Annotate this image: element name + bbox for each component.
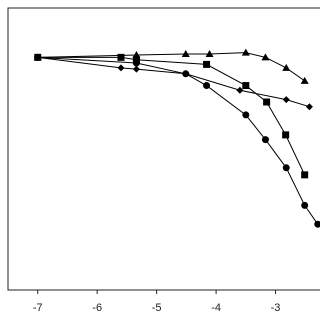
marker	[34, 53, 42, 61]
series-line	[37, 52, 305, 82]
series-line	[37, 56, 319, 225]
marker	[203, 60, 211, 68]
series-line	[37, 56, 306, 176]
marker	[282, 96, 290, 104]
marker	[205, 50, 214, 58]
marker	[263, 98, 271, 106]
marker	[300, 76, 309, 84]
marker	[117, 53, 125, 61]
marker	[132, 59, 140, 67]
marker	[261, 136, 269, 144]
marker	[241, 48, 250, 56]
marker	[282, 63, 291, 71]
marker	[314, 220, 320, 228]
marker	[203, 82, 211, 90]
marker	[132, 65, 140, 73]
marker	[305, 103, 313, 111]
x-tick-label: -3	[271, 302, 281, 314]
marker	[236, 86, 244, 94]
marker	[282, 131, 290, 139]
x-tick-label: -5	[152, 302, 162, 314]
marker	[261, 53, 270, 61]
marker	[301, 201, 309, 209]
x-tick-label: -6	[92, 302, 102, 314]
plot-frame	[7, 7, 320, 291]
marker	[132, 51, 141, 58]
marker	[301, 171, 309, 179]
x-tick-label: -4	[211, 302, 221, 314]
x-tick-label: -7	[33, 302, 43, 314]
marker	[282, 164, 290, 172]
marker	[117, 64, 125, 72]
marker	[181, 50, 190, 58]
marker	[242, 82, 250, 90]
marker	[242, 111, 250, 119]
marker	[182, 70, 190, 78]
